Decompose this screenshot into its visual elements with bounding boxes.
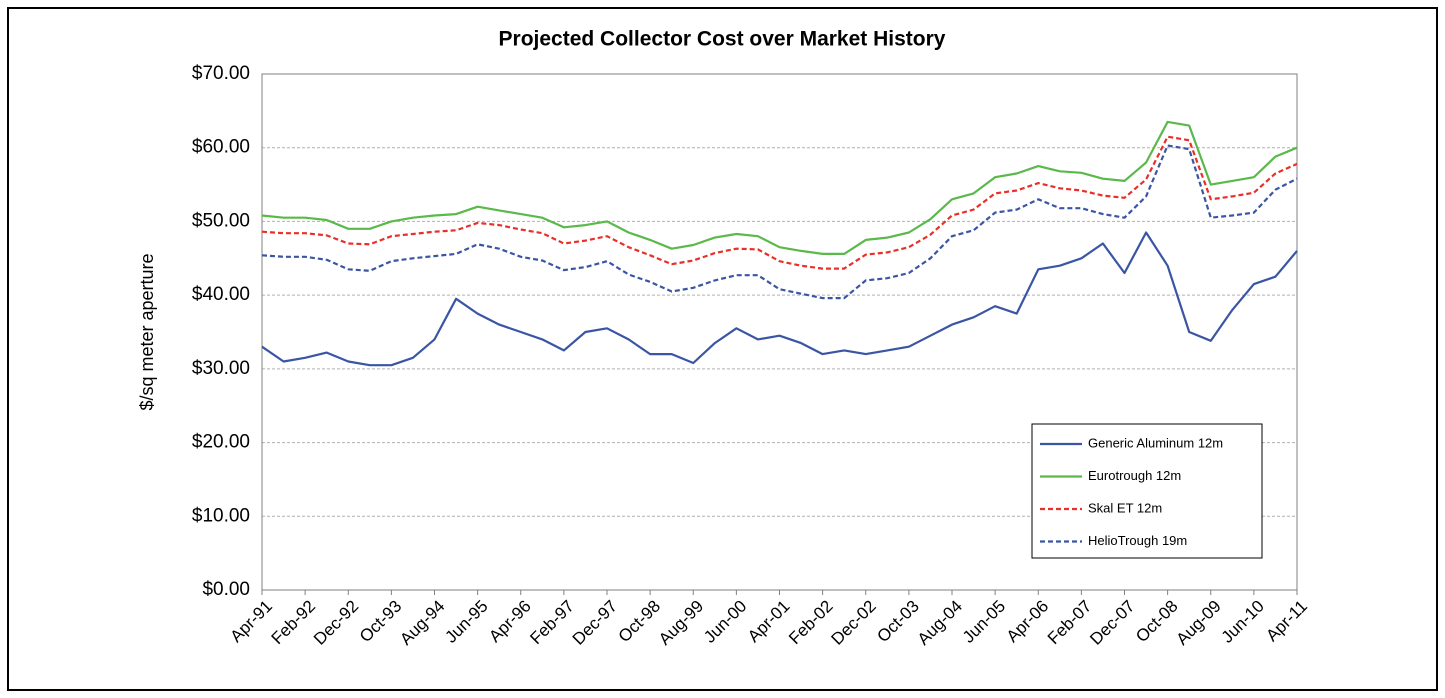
series-line — [261, 135, 1298, 270]
y-tick-label: $20.00 — [192, 432, 250, 453]
y-tick-label: $70.00 — [192, 63, 250, 84]
series-line — [261, 120, 1298, 255]
series-line — [261, 231, 1298, 367]
chart-border — [7, 7, 1438, 691]
legend-label: Skal ET 12m — [1088, 500, 1162, 515]
chart-title: Projected Collector Cost over Market His… — [499, 28, 946, 51]
y-tick-label: $50.00 — [192, 210, 250, 231]
y-tick-label: $10.00 — [192, 505, 250, 526]
series-line — [261, 144, 1298, 300]
y-axis-label: $/sq meter aperture — [137, 253, 157, 410]
legend-box — [1031, 423, 1263, 559]
y-tick-label: $60.00 — [192, 137, 250, 158]
y-tick-label: $0.00 — [202, 579, 250, 600]
legend-label: HelioTrough 19m — [1088, 533, 1187, 548]
y-tick-label: $40.00 — [192, 284, 250, 305]
legend-label: Generic Aluminum 12m — [1088, 435, 1223, 450]
y-tick-label: $30.00 — [192, 358, 250, 379]
legend-label: Eurotrough 12m — [1088, 468, 1181, 483]
